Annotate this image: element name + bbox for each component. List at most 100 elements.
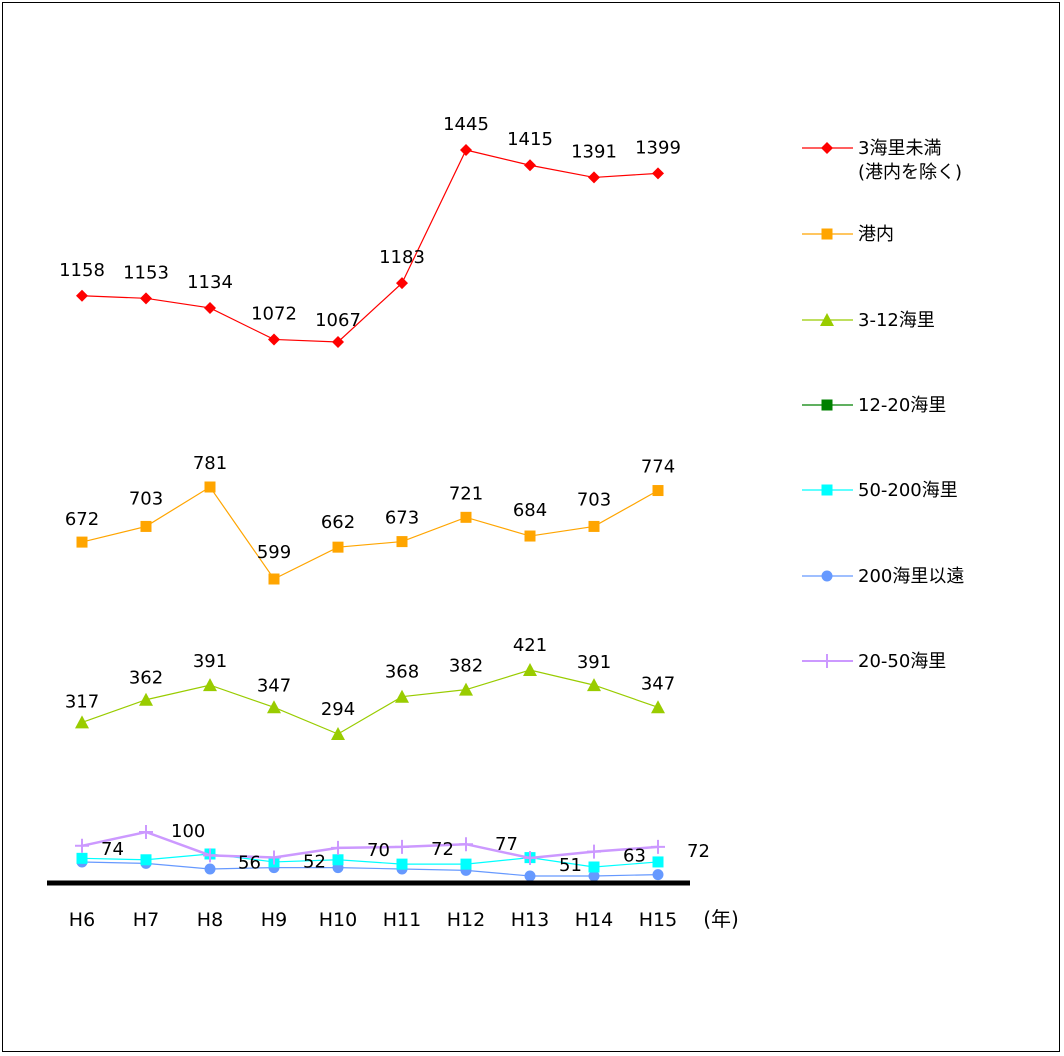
- data-label: 1134: [187, 272, 233, 293]
- data-label: 51: [559, 855, 582, 876]
- data-label: 599: [257, 542, 291, 563]
- data-point: [203, 848, 217, 863]
- x-tick-label: H15: [639, 909, 677, 931]
- data-label: 70: [367, 840, 390, 861]
- data-point: [459, 837, 473, 852]
- series-line: [81, 486, 659, 580]
- legend-label: 50-200海里: [858, 480, 958, 501]
- data-point: [652, 869, 664, 881]
- data-point: [75, 715, 89, 729]
- data-point: [396, 858, 408, 870]
- legend-item: 3海里未満 (港内を除く): [802, 138, 962, 183]
- data-point: [588, 861, 600, 873]
- data-point: [651, 839, 665, 854]
- data-point: [203, 678, 217, 692]
- data-label: 72: [687, 841, 710, 862]
- data-point: [268, 333, 280, 346]
- data-label: 368: [385, 662, 419, 683]
- data-point: [139, 825, 153, 839]
- data-point: [524, 530, 536, 542]
- data-point: [76, 852, 88, 864]
- legend-label: 港内: [858, 224, 894, 245]
- data-label: 382: [449, 656, 483, 677]
- data-point: [75, 838, 89, 853]
- data-label: 662: [321, 512, 355, 533]
- data-label: 703: [577, 489, 611, 510]
- data-label: 1415: [507, 129, 553, 150]
- data-point: [524, 159, 536, 172]
- legend-label: 20-50海里: [858, 651, 946, 672]
- data-label: 421: [513, 635, 547, 656]
- data-point: [587, 678, 601, 692]
- legend-marker: [820, 654, 834, 668]
- data-label: 1158: [59, 260, 105, 281]
- legend-item: 50-200海里: [802, 480, 958, 501]
- series-line: [81, 853, 659, 868]
- data-label: 294: [321, 699, 355, 720]
- x-tick-label: H13: [511, 909, 549, 931]
- legend-item: 20-50海里: [802, 651, 946, 672]
- data-point: [396, 277, 408, 290]
- legend-label: 200海里以遠: [858, 566, 964, 587]
- data-point: [588, 171, 600, 184]
- data-label: 1067: [315, 310, 361, 331]
- data-point: [460, 511, 472, 523]
- data-point: [204, 863, 216, 875]
- data-point: [460, 144, 472, 156]
- data-label: 684: [513, 500, 547, 521]
- data-point: [331, 840, 345, 855]
- data-label: 72: [431, 839, 454, 860]
- x-tick-label: H14: [575, 909, 613, 931]
- legend-item: 200海里以遠: [802, 566, 964, 587]
- data-label: 721: [449, 483, 483, 504]
- data-label: 673: [385, 508, 419, 529]
- legend-item: 12-20海里: [802, 395, 946, 416]
- data-label: 56: [238, 852, 261, 873]
- data-point: [460, 858, 472, 870]
- data-label: 74: [101, 839, 124, 860]
- data-label: 1183: [379, 247, 425, 268]
- data-point: [395, 839, 409, 854]
- data-point: [524, 870, 536, 882]
- data-point: [332, 336, 344, 348]
- legend-marker: [821, 142, 833, 154]
- data-point: [652, 856, 664, 868]
- legend-label: (港内を除く): [858, 162, 962, 183]
- data-label: 391: [577, 652, 611, 673]
- data-point: [332, 854, 344, 866]
- legend-marker: [821, 399, 833, 411]
- series-line: [81, 861, 659, 877]
- x-tick-label: H8: [197, 909, 223, 931]
- data-label: 1445: [443, 114, 489, 135]
- legend: 3海里未満 (港内を除く) 港内 3-12海里 12-20海里 50-200海里 200海里…: [802, 138, 964, 672]
- legend-marker: [821, 484, 833, 496]
- data-label: 391: [193, 651, 227, 672]
- data-point: [395, 689, 409, 703]
- data-point: [204, 481, 216, 493]
- x-axis-unit: (年): [703, 907, 739, 931]
- series-line: [81, 830, 659, 860]
- data-label: 774: [641, 457, 675, 478]
- data-label: 100: [171, 821, 205, 842]
- data-label: 362: [129, 668, 163, 689]
- data-point: [204, 301, 216, 314]
- data-label: 347: [641, 673, 675, 694]
- data-point: [652, 485, 664, 497]
- legend-item: 3-12海里: [802, 310, 935, 331]
- data-point: [459, 682, 473, 696]
- series-line: [81, 669, 659, 735]
- x-tick-label: H7: [133, 909, 159, 931]
- data-point: [331, 727, 345, 740]
- data-point: [523, 663, 537, 676]
- data-label: 347: [257, 675, 291, 696]
- legend-label: 3-12海里: [858, 310, 935, 331]
- data-point: [140, 292, 152, 305]
- x-tick-label: H12: [447, 909, 485, 931]
- series-2: 317 362 391 347 294 368 382 421 391 347: [65, 635, 675, 740]
- data-point: [76, 536, 88, 548]
- data-point: [140, 520, 152, 532]
- legend-marker: [821, 228, 833, 240]
- series-1: 672 703 781 599 662 673 721 684 703 774: [65, 453, 675, 585]
- data-point: [268, 573, 280, 585]
